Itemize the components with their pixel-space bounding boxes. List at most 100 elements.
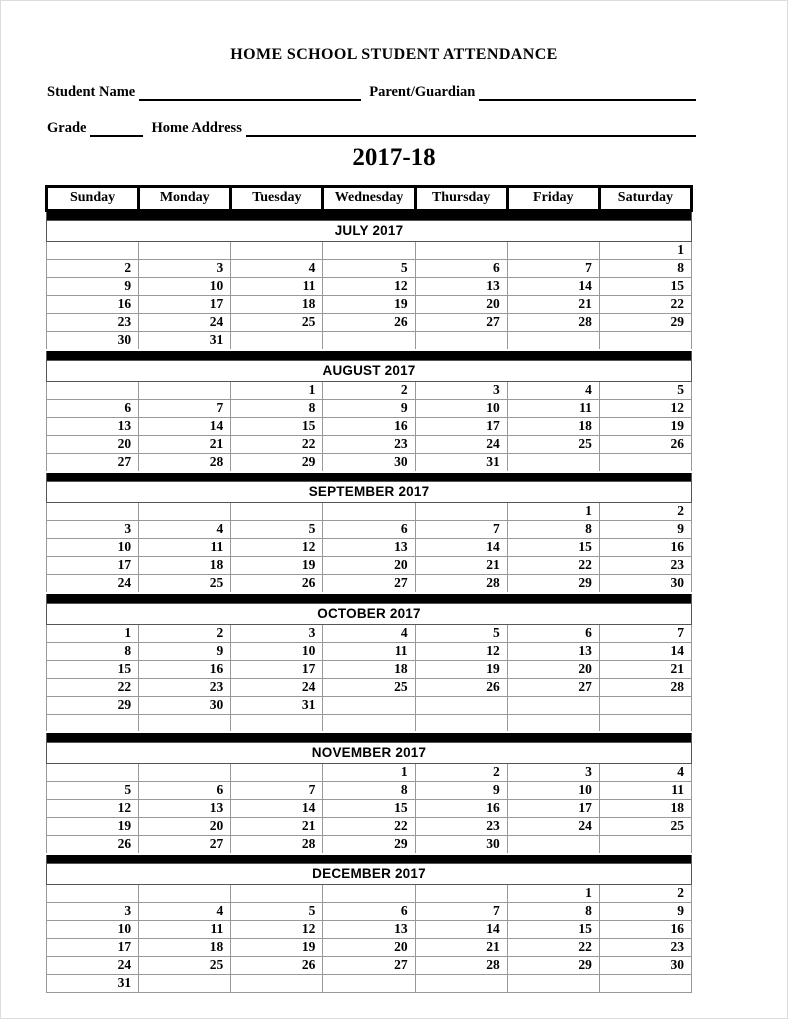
day-cell: 25 — [598, 816, 693, 836]
day-cell: 28 — [506, 313, 600, 332]
empty-day-cell — [598, 331, 693, 351]
empty-day-cell — [598, 695, 693, 715]
empty-day-cell — [414, 884, 508, 903]
day-cell: 24 — [414, 434, 508, 454]
day-cell: 2 — [45, 259, 140, 278]
day-cell: 20 — [506, 659, 600, 679]
day-cell: 15 — [506, 538, 600, 557]
day-cell: 23 — [322, 434, 416, 454]
day-cell: 18 — [322, 659, 416, 679]
day-cell: 11 — [230, 277, 324, 296]
day-cell: 5 — [322, 259, 416, 278]
day-cell: 21 — [598, 659, 693, 679]
day-cell: 8 — [45, 641, 140, 661]
day-cell: 27 — [138, 834, 232, 854]
empty-day-cell — [598, 974, 693, 993]
empty-day-cell — [230, 713, 324, 733]
day-cell: 11 — [506, 398, 600, 418]
day-cell: 12 — [230, 538, 324, 557]
day-cell: 4 — [230, 259, 324, 278]
day-cell: 7 — [598, 623, 693, 643]
empty-day-cell — [45, 241, 140, 260]
day-cell: 16 — [414, 798, 508, 818]
day-cell: 1 — [506, 884, 600, 903]
day-cell: 20 — [414, 295, 508, 314]
day-cell: 18 — [598, 798, 693, 818]
day-cell: 26 — [322, 313, 416, 332]
day-cell: 29 — [506, 956, 600, 975]
day-header-friday: Friday — [505, 185, 601, 212]
day-cell: 12 — [45, 798, 140, 818]
day-cell: 16 — [598, 538, 693, 557]
day-cell: 29 — [598, 313, 693, 332]
day-cell: 9 — [414, 780, 508, 800]
day-cell: 30 — [598, 574, 693, 594]
empty-day-cell — [414, 695, 508, 715]
month-title: NOVEMBER 2017 — [46, 741, 692, 764]
day-cell: 6 — [506, 623, 600, 643]
day-cell: 9 — [45, 277, 140, 296]
day-cell: 12 — [598, 398, 693, 418]
day-cell: 18 — [138, 938, 232, 957]
empty-day-cell — [322, 695, 416, 715]
day-cell: 21 — [138, 434, 232, 454]
day-cell: 22 — [45, 677, 140, 697]
day-cell: 14 — [414, 920, 508, 939]
day-cell: 19 — [230, 556, 324, 575]
day-cell: 6 — [322, 902, 416, 921]
empty-day-cell — [230, 241, 324, 260]
student-name-label: Student Name — [47, 84, 136, 101]
empty-day-cell — [598, 713, 693, 733]
day-cell: 27 — [414, 313, 508, 332]
day-cell: 30 — [322, 452, 416, 472]
empty-day-cell — [230, 331, 324, 351]
day-cell: 9 — [598, 520, 693, 539]
grade-blank-line — [90, 121, 144, 137]
day-cell: 20 — [138, 816, 232, 836]
empty-day-cell — [45, 884, 140, 903]
day-cell: 17 — [45, 556, 140, 575]
day-header-thursday: Thursday — [413, 185, 509, 212]
day-cell: 30 — [598, 956, 693, 975]
day-cell: 23 — [138, 677, 232, 697]
day-cell: 28 — [414, 956, 508, 975]
day-cell: 19 — [322, 295, 416, 314]
day-cell: 28 — [414, 574, 508, 594]
day-cell: 14 — [598, 641, 693, 661]
day-cell: 10 — [138, 277, 232, 296]
day-cell: 13 — [322, 538, 416, 557]
empty-day-cell — [322, 713, 416, 733]
day-cell: 31 — [230, 695, 324, 715]
empty-day-cell — [230, 974, 324, 993]
day-cell: 15 — [506, 920, 600, 939]
empty-day-cell — [138, 884, 232, 903]
empty-day-cell — [138, 762, 232, 782]
day-cell: 19 — [414, 659, 508, 679]
day-cell: 31 — [45, 974, 140, 993]
day-header-tuesday: Tuesday — [229, 185, 325, 212]
day-cell: 25 — [138, 574, 232, 594]
day-cell: 16 — [138, 659, 232, 679]
day-cell: 29 — [322, 834, 416, 854]
day-cell: 17 — [138, 295, 232, 314]
empty-day-cell — [598, 452, 693, 472]
day-cell: 28 — [598, 677, 693, 697]
day-cell: 15 — [598, 277, 693, 296]
day-cell: 5 — [230, 520, 324, 539]
day-cell: 27 — [506, 677, 600, 697]
day-cell: 1 — [598, 241, 693, 260]
day-cell: 13 — [414, 277, 508, 296]
day-cell: 7 — [138, 398, 232, 418]
day-cell: 24 — [138, 313, 232, 332]
day-cell: 8 — [230, 398, 324, 418]
day-cell: 19 — [230, 938, 324, 957]
empty-day-cell — [230, 884, 324, 903]
day-cell: 2 — [322, 380, 416, 400]
day-cell: 11 — [598, 780, 693, 800]
day-cell: 15 — [45, 659, 140, 679]
day-cell: 17 — [506, 798, 600, 818]
month-separator-bar — [46, 852, 692, 864]
day-cell: 3 — [45, 520, 140, 539]
empty-day-cell — [322, 974, 416, 993]
day-cell: 27 — [322, 956, 416, 975]
